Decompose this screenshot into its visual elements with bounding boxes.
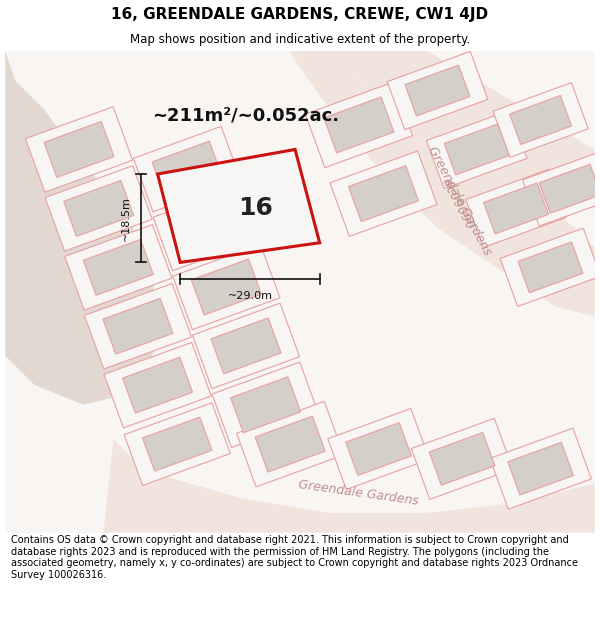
Polygon shape [103,298,173,354]
Polygon shape [411,418,513,499]
Polygon shape [173,244,280,329]
Polygon shape [290,51,595,316]
Text: Map shows position and indicative extent of the property.: Map shows position and indicative extent… [130,34,470,46]
Polygon shape [124,402,230,486]
Polygon shape [305,82,413,168]
Polygon shape [523,151,600,226]
Polygon shape [65,224,172,310]
Polygon shape [45,166,152,251]
Text: 16: 16 [238,196,273,221]
Polygon shape [405,65,470,116]
Polygon shape [429,432,495,485]
Polygon shape [236,401,344,487]
Polygon shape [328,409,430,489]
Polygon shape [346,422,412,476]
Polygon shape [445,124,509,175]
Polygon shape [334,51,595,208]
Text: 16, GREENDALE GARDENS, CREWE, CW1 4JD: 16, GREENDALE GARDENS, CREWE, CW1 4JD [112,7,488,22]
Polygon shape [104,439,595,532]
Polygon shape [64,181,134,236]
Polygon shape [152,141,222,197]
Text: Greendale Gardens: Greendale Gardens [298,478,420,508]
Polygon shape [230,377,301,432]
Polygon shape [193,303,299,389]
Polygon shape [122,357,193,413]
Polygon shape [191,259,262,315]
Polygon shape [85,284,191,369]
Polygon shape [349,166,418,222]
Polygon shape [324,97,394,153]
Text: ~211m²/~0.052ac.: ~211m²/~0.052ac. [152,106,340,124]
Polygon shape [143,417,212,471]
Polygon shape [158,149,320,262]
Polygon shape [539,164,600,213]
Polygon shape [508,442,574,495]
Polygon shape [172,200,242,256]
Polygon shape [493,82,588,158]
Polygon shape [133,126,241,212]
Polygon shape [25,107,133,192]
Polygon shape [484,183,548,234]
Polygon shape [153,186,260,271]
Polygon shape [44,121,114,177]
Text: #c09090: #c09090 [438,175,476,232]
Polygon shape [387,51,488,129]
Polygon shape [255,416,325,472]
Polygon shape [104,342,211,428]
Polygon shape [490,428,592,509]
Polygon shape [5,51,158,405]
Polygon shape [518,242,583,292]
Text: Contains OS data © Crown copyright and database right 2021. This information is : Contains OS data © Crown copyright and d… [11,535,578,580]
Polygon shape [330,151,437,236]
Polygon shape [466,169,566,248]
Text: ~18.5m: ~18.5m [121,196,131,241]
Text: Greendale Gardens: Greendale Gardens [425,144,493,257]
Polygon shape [212,362,319,448]
Polygon shape [5,51,595,532]
Polygon shape [510,96,572,144]
Polygon shape [83,239,153,295]
Polygon shape [211,318,281,374]
Polygon shape [427,111,527,189]
Polygon shape [500,228,600,306]
Text: ~29.0m: ~29.0m [227,291,272,301]
